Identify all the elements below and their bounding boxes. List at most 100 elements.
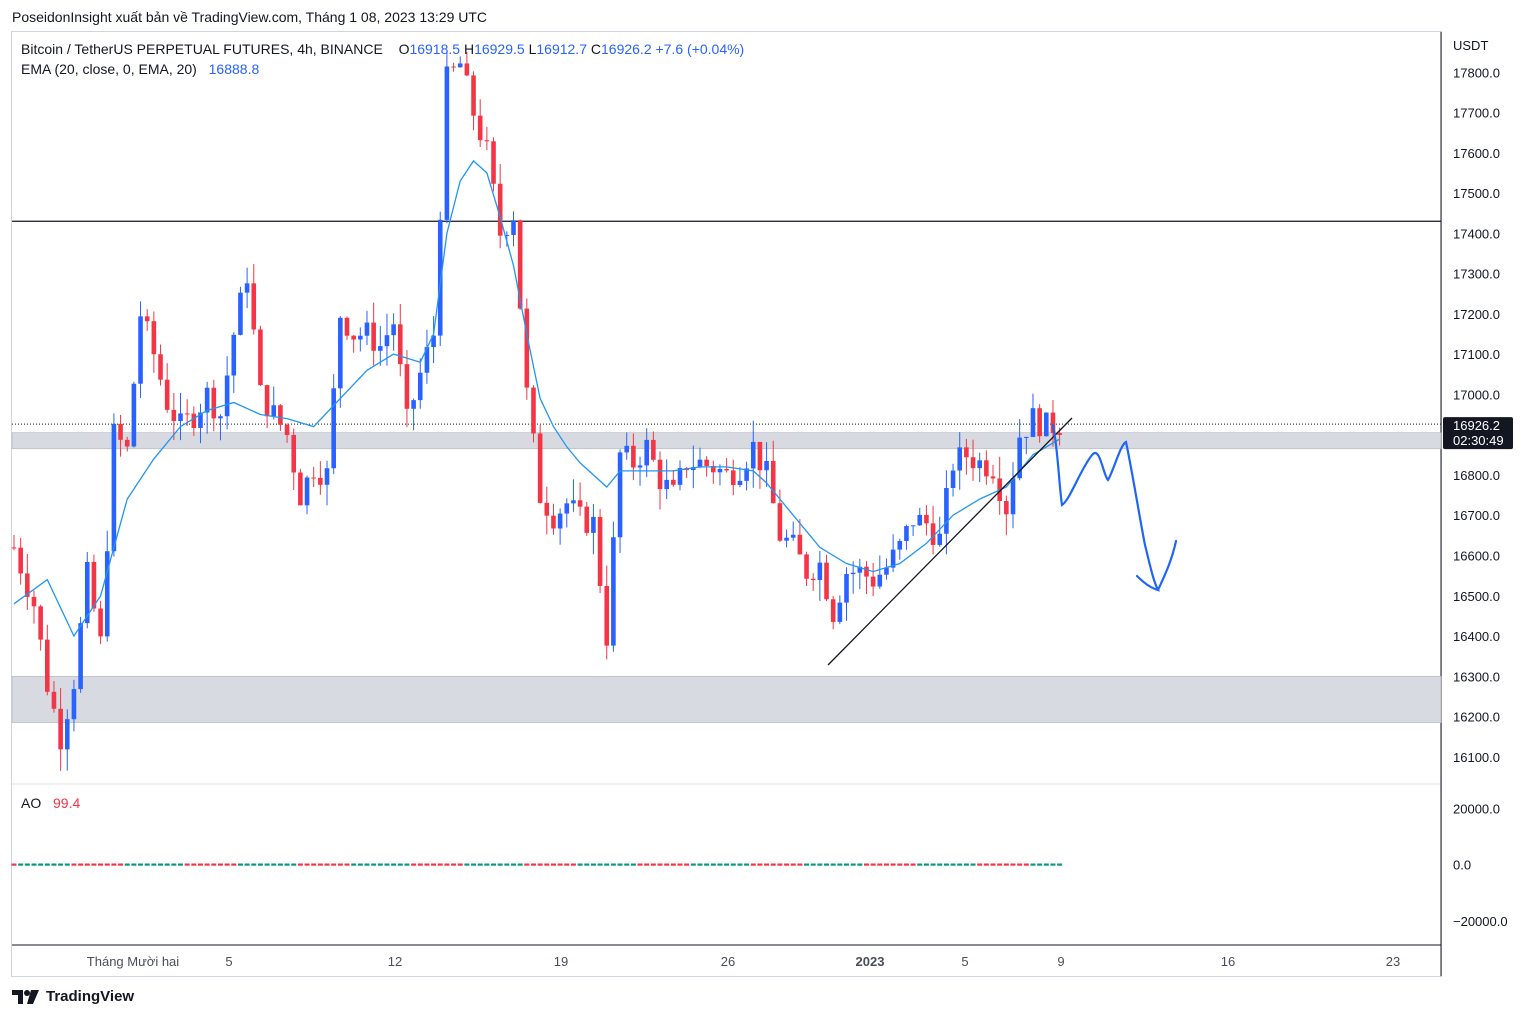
candle[interactable] [537, 424, 543, 504]
candle[interactable] [191, 406, 197, 436]
candle[interactable] [591, 503, 596, 555]
candle[interactable] [64, 709, 70, 771]
candle[interactable] [624, 432, 630, 460]
candle[interactable] [1010, 462, 1016, 529]
candle[interactable] [1024, 436, 1029, 455]
candle[interactable] [484, 126, 490, 151]
candle[interactable] [824, 554, 829, 602]
candle[interactable] [691, 445, 696, 489]
candle[interactable] [844, 567, 849, 621]
candle[interactable] [884, 558, 889, 580]
candle[interactable] [797, 519, 803, 555]
candle[interactable] [1030, 393, 1036, 438]
candle[interactable] [391, 313, 396, 351]
candle[interactable] [351, 335, 356, 353]
candle[interactable] [98, 600, 103, 645]
candle[interactable] [1050, 400, 1056, 447]
candle[interactable] [198, 403, 203, 444]
candle[interactable] [810, 573, 816, 592]
candle[interactable] [910, 525, 916, 537]
candle[interactable] [937, 516, 943, 547]
candle[interactable] [184, 399, 190, 426]
candle[interactable] [1037, 404, 1042, 443]
candle[interactable] [178, 392, 183, 441]
candle[interactable] [724, 458, 729, 473]
candle[interactable] [730, 459, 736, 496]
candle[interactable] [584, 502, 590, 536]
candle[interactable] [444, 51, 450, 224]
candle[interactable] [850, 561, 856, 594]
candle[interactable] [644, 428, 649, 478]
candle[interactable] [857, 558, 863, 590]
candle[interactable] [744, 461, 749, 491]
candle[interactable] [544, 486, 550, 535]
candle[interactable] [451, 62, 456, 72]
candle[interactable] [784, 529, 789, 548]
candle[interactable] [697, 447, 703, 469]
candle[interactable] [977, 452, 982, 483]
candle[interactable] [790, 521, 796, 541]
candle[interactable] [311, 466, 316, 488]
candle[interactable] [870, 562, 876, 597]
candle[interactable] [204, 381, 210, 434]
candle[interactable] [897, 538, 903, 560]
candle[interactable] [298, 468, 303, 506]
candle[interactable] [158, 344, 163, 386]
candle[interactable] [71, 679, 77, 732]
candle[interactable] [1004, 495, 1009, 536]
candle[interactable] [18, 537, 23, 585]
candle[interactable] [45, 624, 50, 696]
candle[interactable] [51, 681, 57, 713]
candle[interactable] [917, 507, 923, 526]
support-zone-1[interactable] [11, 432, 1442, 450]
candle[interactable] [344, 316, 350, 340]
candle[interactable] [364, 310, 370, 346]
candle[interactable] [111, 413, 117, 557]
candle[interactable] [11, 535, 17, 551]
candle[interactable] [904, 524, 909, 550]
candle[interactable] [284, 423, 290, 443]
candle[interactable] [338, 316, 343, 408]
candle[interactable] [531, 385, 536, 443]
candle[interactable] [804, 551, 809, 586]
candle[interactable] [457, 56, 463, 68]
candle[interactable] [258, 325, 263, 386]
candle[interactable] [757, 441, 763, 489]
candle[interactable] [291, 428, 297, 490]
candle[interactable] [664, 459, 669, 500]
candle[interactable] [471, 71, 476, 131]
candle[interactable] [417, 358, 423, 409]
ascending-trendline[interactable] [827, 417, 1073, 666]
candle[interactable] [877, 555, 883, 589]
candle[interactable] [331, 374, 336, 475]
candle[interactable] [631, 433, 636, 481]
candle[interactable] [671, 470, 676, 487]
candle[interactable] [238, 286, 243, 336]
candle[interactable] [78, 616, 83, 693]
candle[interactable] [830, 596, 836, 630]
candle[interactable] [124, 436, 130, 452]
candle[interactable] [711, 460, 716, 484]
candle[interactable] [271, 386, 277, 420]
candle[interactable] [524, 298, 530, 400]
candle[interactable] [770, 440, 776, 504]
candle[interactable] [31, 590, 37, 624]
tradingview-logo[interactable]: TradingView [12, 988, 134, 1005]
candle[interactable] [970, 439, 976, 481]
candle[interactable] [131, 381, 137, 448]
candle[interactable] [617, 449, 623, 553]
candle[interactable] [138, 301, 143, 399]
candle[interactable] [151, 311, 157, 373]
candle[interactable] [551, 503, 556, 535]
candle[interactable] [717, 464, 723, 486]
candle[interactable] [517, 219, 523, 310]
candle[interactable] [324, 460, 330, 506]
candle[interactable] [990, 464, 996, 484]
candle[interactable] [104, 530, 110, 642]
support-zone-2[interactable] [11, 675, 1442, 723]
candle[interactable] [371, 302, 376, 366]
candle[interactable] [957, 432, 963, 490]
candle[interactable] [464, 52, 470, 77]
candle[interactable] [38, 604, 43, 651]
